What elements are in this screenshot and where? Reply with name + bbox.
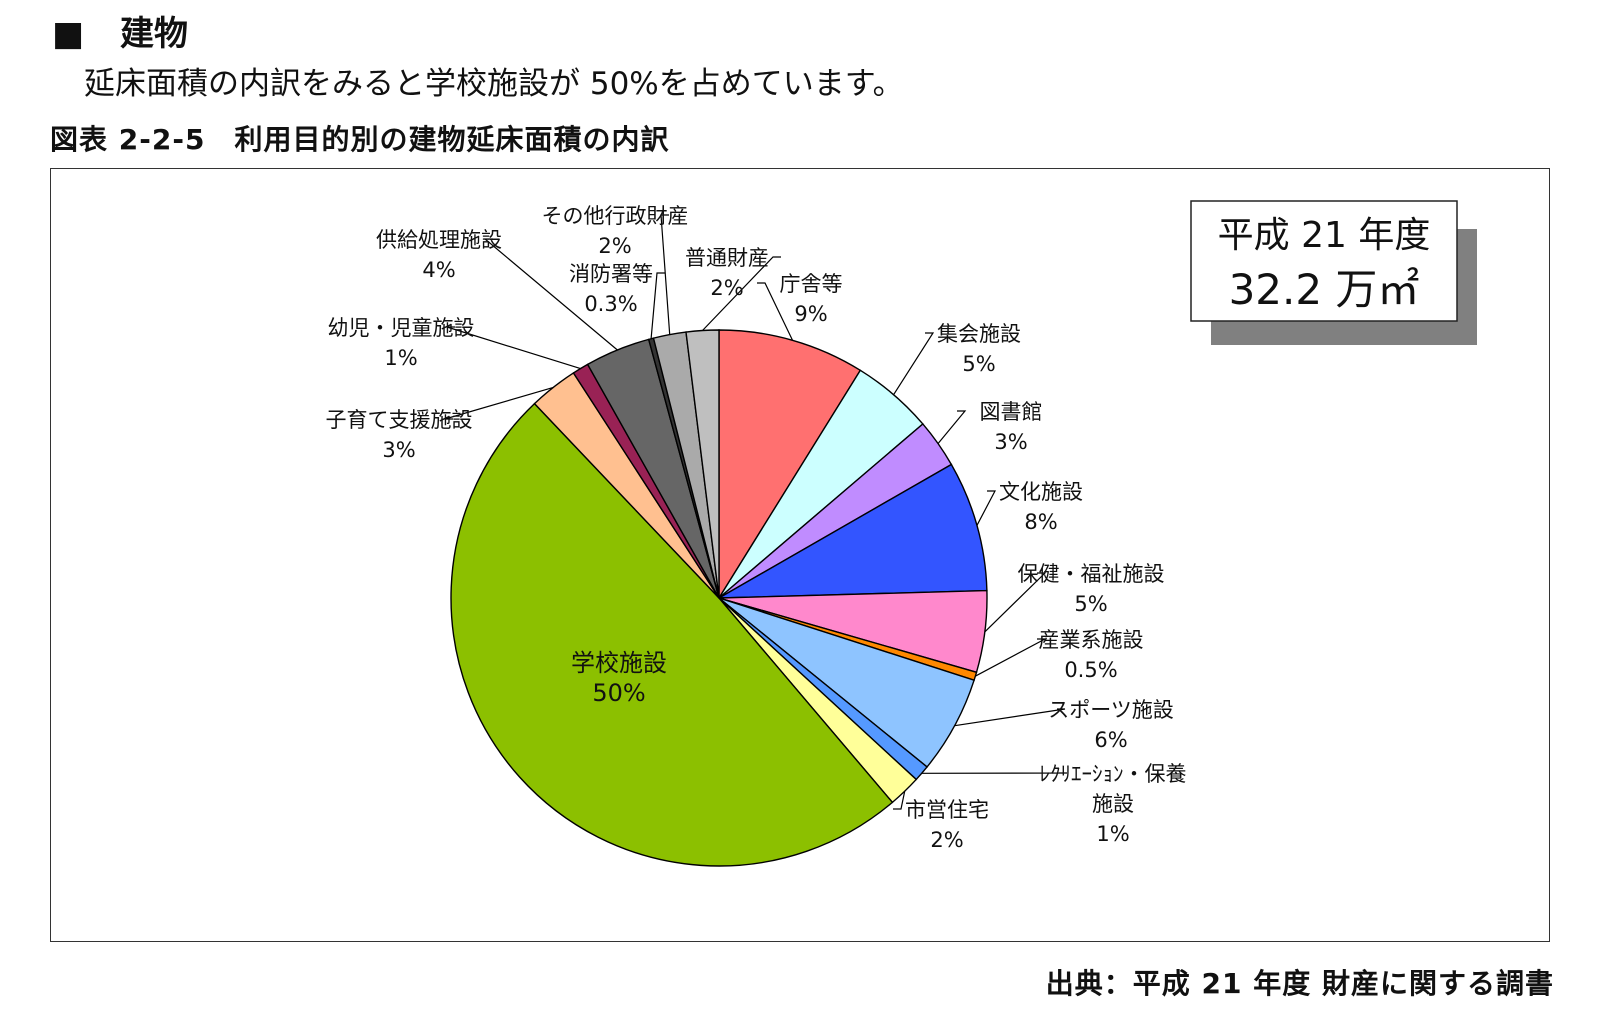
slice-value-label: 0.5% [1064, 658, 1117, 682]
slice-name-label: ﾚｸﾘｴｰｼｮﾝ・保養 [1040, 762, 1187, 786]
slice-value-label: 3% [382, 438, 415, 462]
pie-slice [685, 329, 720, 599]
lead-text: 延床面積の内訳をみると学校施設が 50%を占めています。 [84, 66, 904, 102]
slice-label: 供給処理施設 4% [376, 228, 502, 282]
leader-line [650, 272, 665, 339]
slice-name-label: 産業系施設 [1039, 628, 1144, 652]
slice-name-label: 保健・福祉施設 [1018, 562, 1165, 586]
slice-value-label: 5% [962, 352, 995, 376]
slice-label: その他行政財産 2% [542, 204, 689, 258]
slice-value-label: 6% [1094, 728, 1127, 752]
slice-name-label: 施設 [1092, 792, 1134, 816]
slice-value-label: 1% [384, 346, 417, 370]
slice-value-label: 2% [710, 276, 743, 300]
slice-name-label: 供給処理施設 [376, 228, 502, 252]
chart-frame: 庁舎等 9% 集会施設 5% 図書館 3% 文化施設 8% 保健・福祉施設 5% 産業系施設 0.5%… [50, 168, 1550, 942]
slice-name-label: 普通財産 [685, 246, 769, 270]
slice-value-label: 9% [794, 302, 827, 326]
slice-label: 普通財産 2% [685, 246, 769, 300]
slice-value-label: 1% [1096, 822, 1129, 846]
slice-name-label: 図書館 [980, 400, 1043, 424]
slice-name-label: 文化施設 [999, 480, 1083, 504]
pie-slice [718, 463, 988, 599]
slice-value-label: 3% [994, 430, 1027, 454]
leader-line [446, 326, 581, 370]
slice-name-label: 幼児・児童施設 [328, 316, 475, 340]
slice-name-label: 消防署等 [569, 262, 653, 286]
slice-name-label: 学校施設 [571, 649, 667, 677]
slice-label: スポーツ施設 6% [1048, 698, 1174, 752]
slice-label: 産業系施設 0.5% [1039, 628, 1144, 682]
leader-line [444, 386, 554, 420]
slice-value-label: 2% [930, 828, 963, 852]
slice-label: 幼児・児童施設 1% [328, 316, 475, 370]
leader-line [984, 572, 1047, 633]
total-box-area: 32.2 万㎡ [1229, 265, 1420, 314]
total-box-year: 平成 21 年度 [1218, 215, 1431, 256]
total-box-frame [1190, 200, 1458, 322]
slice-value-label: 5% [1074, 592, 1107, 616]
slice-label: 集会施設 5% [937, 322, 1021, 376]
slice-value-label: 2% [598, 234, 631, 258]
source-note: 出典：平成 21 年度 財産に関する調書 [1045, 967, 1554, 1000]
heading-square-icon: ■ [52, 14, 85, 54]
slice-value-label: 50% [592, 679, 645, 707]
slice-value-label: 0.3% [584, 292, 637, 316]
slice-name-label: 集会施設 [937, 322, 1021, 346]
slice-label: 子育て支援施設 3% [326, 408, 473, 462]
slice-value-label: 8% [1024, 510, 1057, 534]
leader-line [976, 490, 996, 526]
heading-text: 建物 [120, 14, 188, 54]
slice-label: 消防署等 0.3% [569, 262, 653, 316]
leader-line [937, 410, 967, 444]
figure-title: 図表 2-2-5 利用目的別の建物延床面積の内訳 [50, 123, 670, 156]
pie-slice [718, 329, 862, 601]
slice-label: 図書館 3% [980, 400, 1043, 454]
slice-label: 文化施設 8% [999, 480, 1083, 534]
slice-label: 市営住宅 2% [905, 798, 989, 852]
slice-value-label: 4% [422, 258, 455, 282]
slice-name-label: 子育て支援施設 [326, 408, 473, 432]
pie-slice [450, 402, 894, 867]
slice-label: 保健・福祉施設 5% [1018, 562, 1165, 616]
leader-line [893, 791, 906, 810]
slice-label: 庁舎等 9% [780, 272, 843, 326]
section-heading: ■ 建物 [52, 6, 188, 55]
leader-line [660, 214, 671, 335]
pie-chart: 庁舎等 9% 集会施設 5% 図書館 3% 文化施設 8% 保健・福祉施設 5% 産業系施設 0.5%… [326, 200, 1477, 867]
slice-name-label: その他行政財産 [542, 204, 689, 228]
leader-line [483, 238, 618, 351]
leader-line [702, 256, 781, 331]
leader-line [954, 708, 1066, 727]
leader-line [757, 282, 794, 341]
leader-line [975, 638, 1046, 677]
leader-line [893, 332, 935, 396]
total-box: 平成 21 年度 32.2 万㎡ [1190, 200, 1477, 345]
slice-name-label: 庁舎等 [780, 272, 843, 296]
slice-name-label: スポーツ施設 [1048, 698, 1174, 722]
slice-name-label: 市営住宅 [905, 798, 989, 822]
